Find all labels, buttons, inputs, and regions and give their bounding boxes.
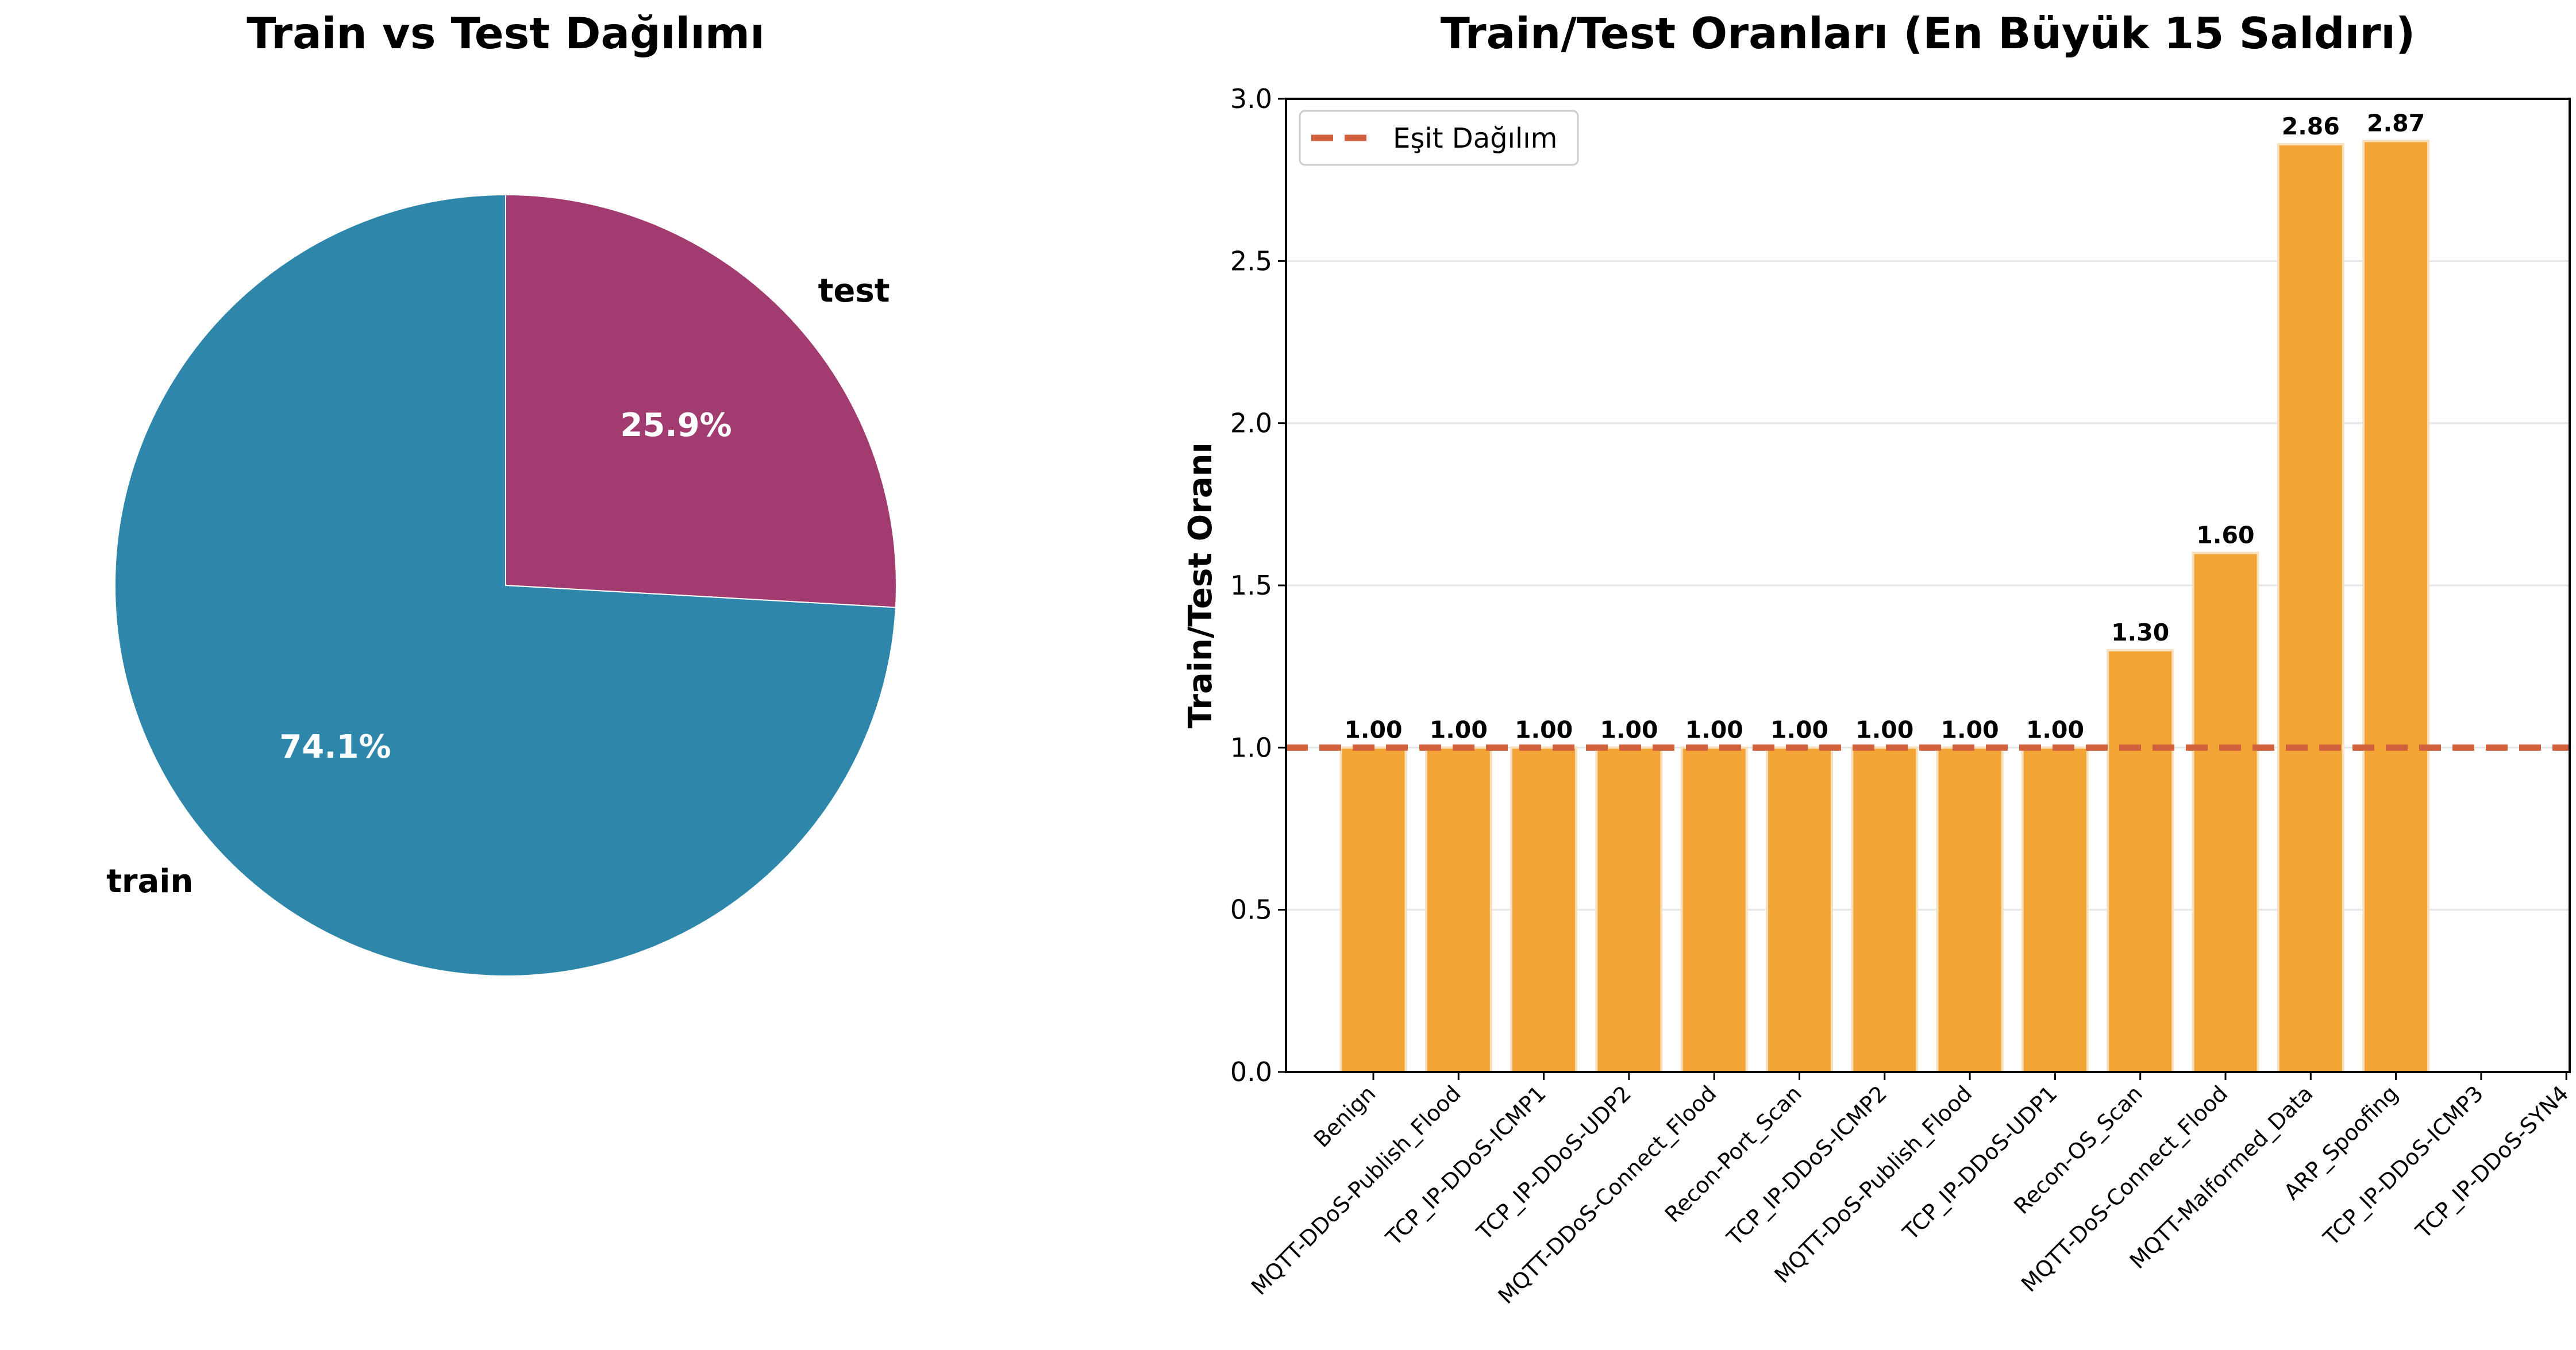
- pie-title: Train vs Test Dağılımı: [247, 8, 765, 59]
- pie-name-label-train: train: [106, 863, 193, 900]
- bar-Benign: [1339, 746, 1407, 1074]
- bar-value-label: 1.30: [2111, 619, 2169, 646]
- bar-TCP_IP-DDoS-UDP2: [1595, 746, 1663, 1074]
- bar-TCP_IP-DDoS-ICMP2: [1851, 746, 1919, 1074]
- bar-value-label: 1.00: [1430, 716, 1488, 743]
- pie-slice-train: [114, 194, 896, 977]
- bar-MQTT-DDoS-Publish_Flood: [1424, 746, 1492, 1074]
- bar-Recon-Port_Scan: [1766, 746, 1833, 1074]
- y-tick-label: 0.5: [1230, 894, 1272, 925]
- x-tick-label: TCP_IP-DDoS-ICMP3: [2318, 1081, 2488, 1251]
- bar-value-label: 1.00: [1770, 716, 1828, 743]
- bar-value-labels: 1.00 1.00 1.00 1.00 1.00 1.00 1.00 1.00 1.00 1.30…: [1344, 109, 2425, 743]
- y-tick-label: 0.0: [1230, 1056, 1272, 1087]
- bar-MQTT-DoS-Connect_Flood: [2192, 551, 2259, 1073]
- bar-value-label: 1.00: [1855, 716, 1913, 743]
- bar-series: [1339, 140, 2430, 1074]
- bar-value-label: 1.00: [1685, 716, 1743, 743]
- y-axis-label: Train/Test Oranı: [1182, 442, 1219, 728]
- bar-Recon-OS_Scan: [2107, 649, 2174, 1073]
- y-tick-label: 3.0: [1230, 83, 1272, 114]
- bar-MQTT-DDoS-Connect_Flood: [1680, 746, 1748, 1074]
- x-tick-label: Benign: [1309, 1081, 1381, 1152]
- y-tick-label: 2.0: [1230, 408, 1272, 439]
- bar-MQTT-Malformed_Data: [2277, 143, 2344, 1073]
- pie-slice-test: [505, 194, 897, 608]
- bar-value-label: 1.00: [1600, 716, 1658, 743]
- pie-slices: [114, 194, 897, 977]
- bar-TCP_IP-DDoS-ICMP1: [1510, 746, 1578, 1074]
- bar-ARP_Spoofing: [2362, 140, 2430, 1074]
- pie-pct-label-train: 74.1%: [279, 728, 391, 766]
- bar-MQTT-DoS-Publish_Flood: [1936, 746, 2004, 1074]
- pie-chart: Train vs Test Dağılımı 25.9% test 74.1% tra…: [106, 8, 897, 977]
- bar-value-label: 1.60: [2196, 522, 2254, 549]
- bar-value-label: 2.87: [2367, 109, 2425, 137]
- x-tick-label: TCP_IP-DDoS-UDP1: [1897, 1081, 2062, 1245]
- bar-value-label: 2.86: [2282, 113, 2340, 140]
- bar-value-label: 1.00: [1344, 716, 1402, 743]
- bar-TCP_IP-DDoS-UDP1: [2021, 746, 2089, 1074]
- x-tick-label: TCP_IP-DDoS-ICMP2: [1722, 1081, 1892, 1251]
- y-axis: 0.0 0.5 1.0 1.5 2.0 2.5 3.0: [1230, 83, 1286, 1087]
- x-tick-label: TCP_IP-DDoS-ICMP1: [1381, 1081, 1551, 1251]
- y-tick-label: 1.0: [1230, 732, 1272, 763]
- bar-value-label: 1.00: [1515, 716, 1573, 743]
- pie-name-label-test: test: [818, 272, 890, 310]
- bar-chart: Train/Test Oranları (En Büyük 15 Saldırı…: [1182, 8, 2574, 1309]
- bar-value-label: 1.00: [2026, 716, 2084, 743]
- legend-label: Eşit Dağılım: [1393, 122, 1557, 155]
- y-tick-label: 1.5: [1230, 570, 1272, 601]
- x-tick-label: TCP_IP-DDoS-SYN4: [2411, 1081, 2574, 1244]
- pie-pct-label-test: 25.9%: [620, 407, 731, 444]
- x-tick-label: TCP_IP-DDoS-UDP2: [1472, 1081, 1637, 1245]
- bar-value-label: 1.00: [1941, 716, 1999, 743]
- legend-box: [1299, 110, 1579, 166]
- legend: Eşit Dağılım: [1299, 110, 1579, 166]
- pie-labels: 25.9% test 74.1% train: [106, 272, 890, 900]
- bar-title: Train/Test Oranları (En Büyük 15 Saldırı…: [1441, 8, 2416, 59]
- y-tick-label: 2.5: [1230, 245, 1272, 276]
- x-axis: BenignMQTT-DDoS-Publish_FloodTCP_IP-DDoS…: [1246, 1072, 2574, 1309]
